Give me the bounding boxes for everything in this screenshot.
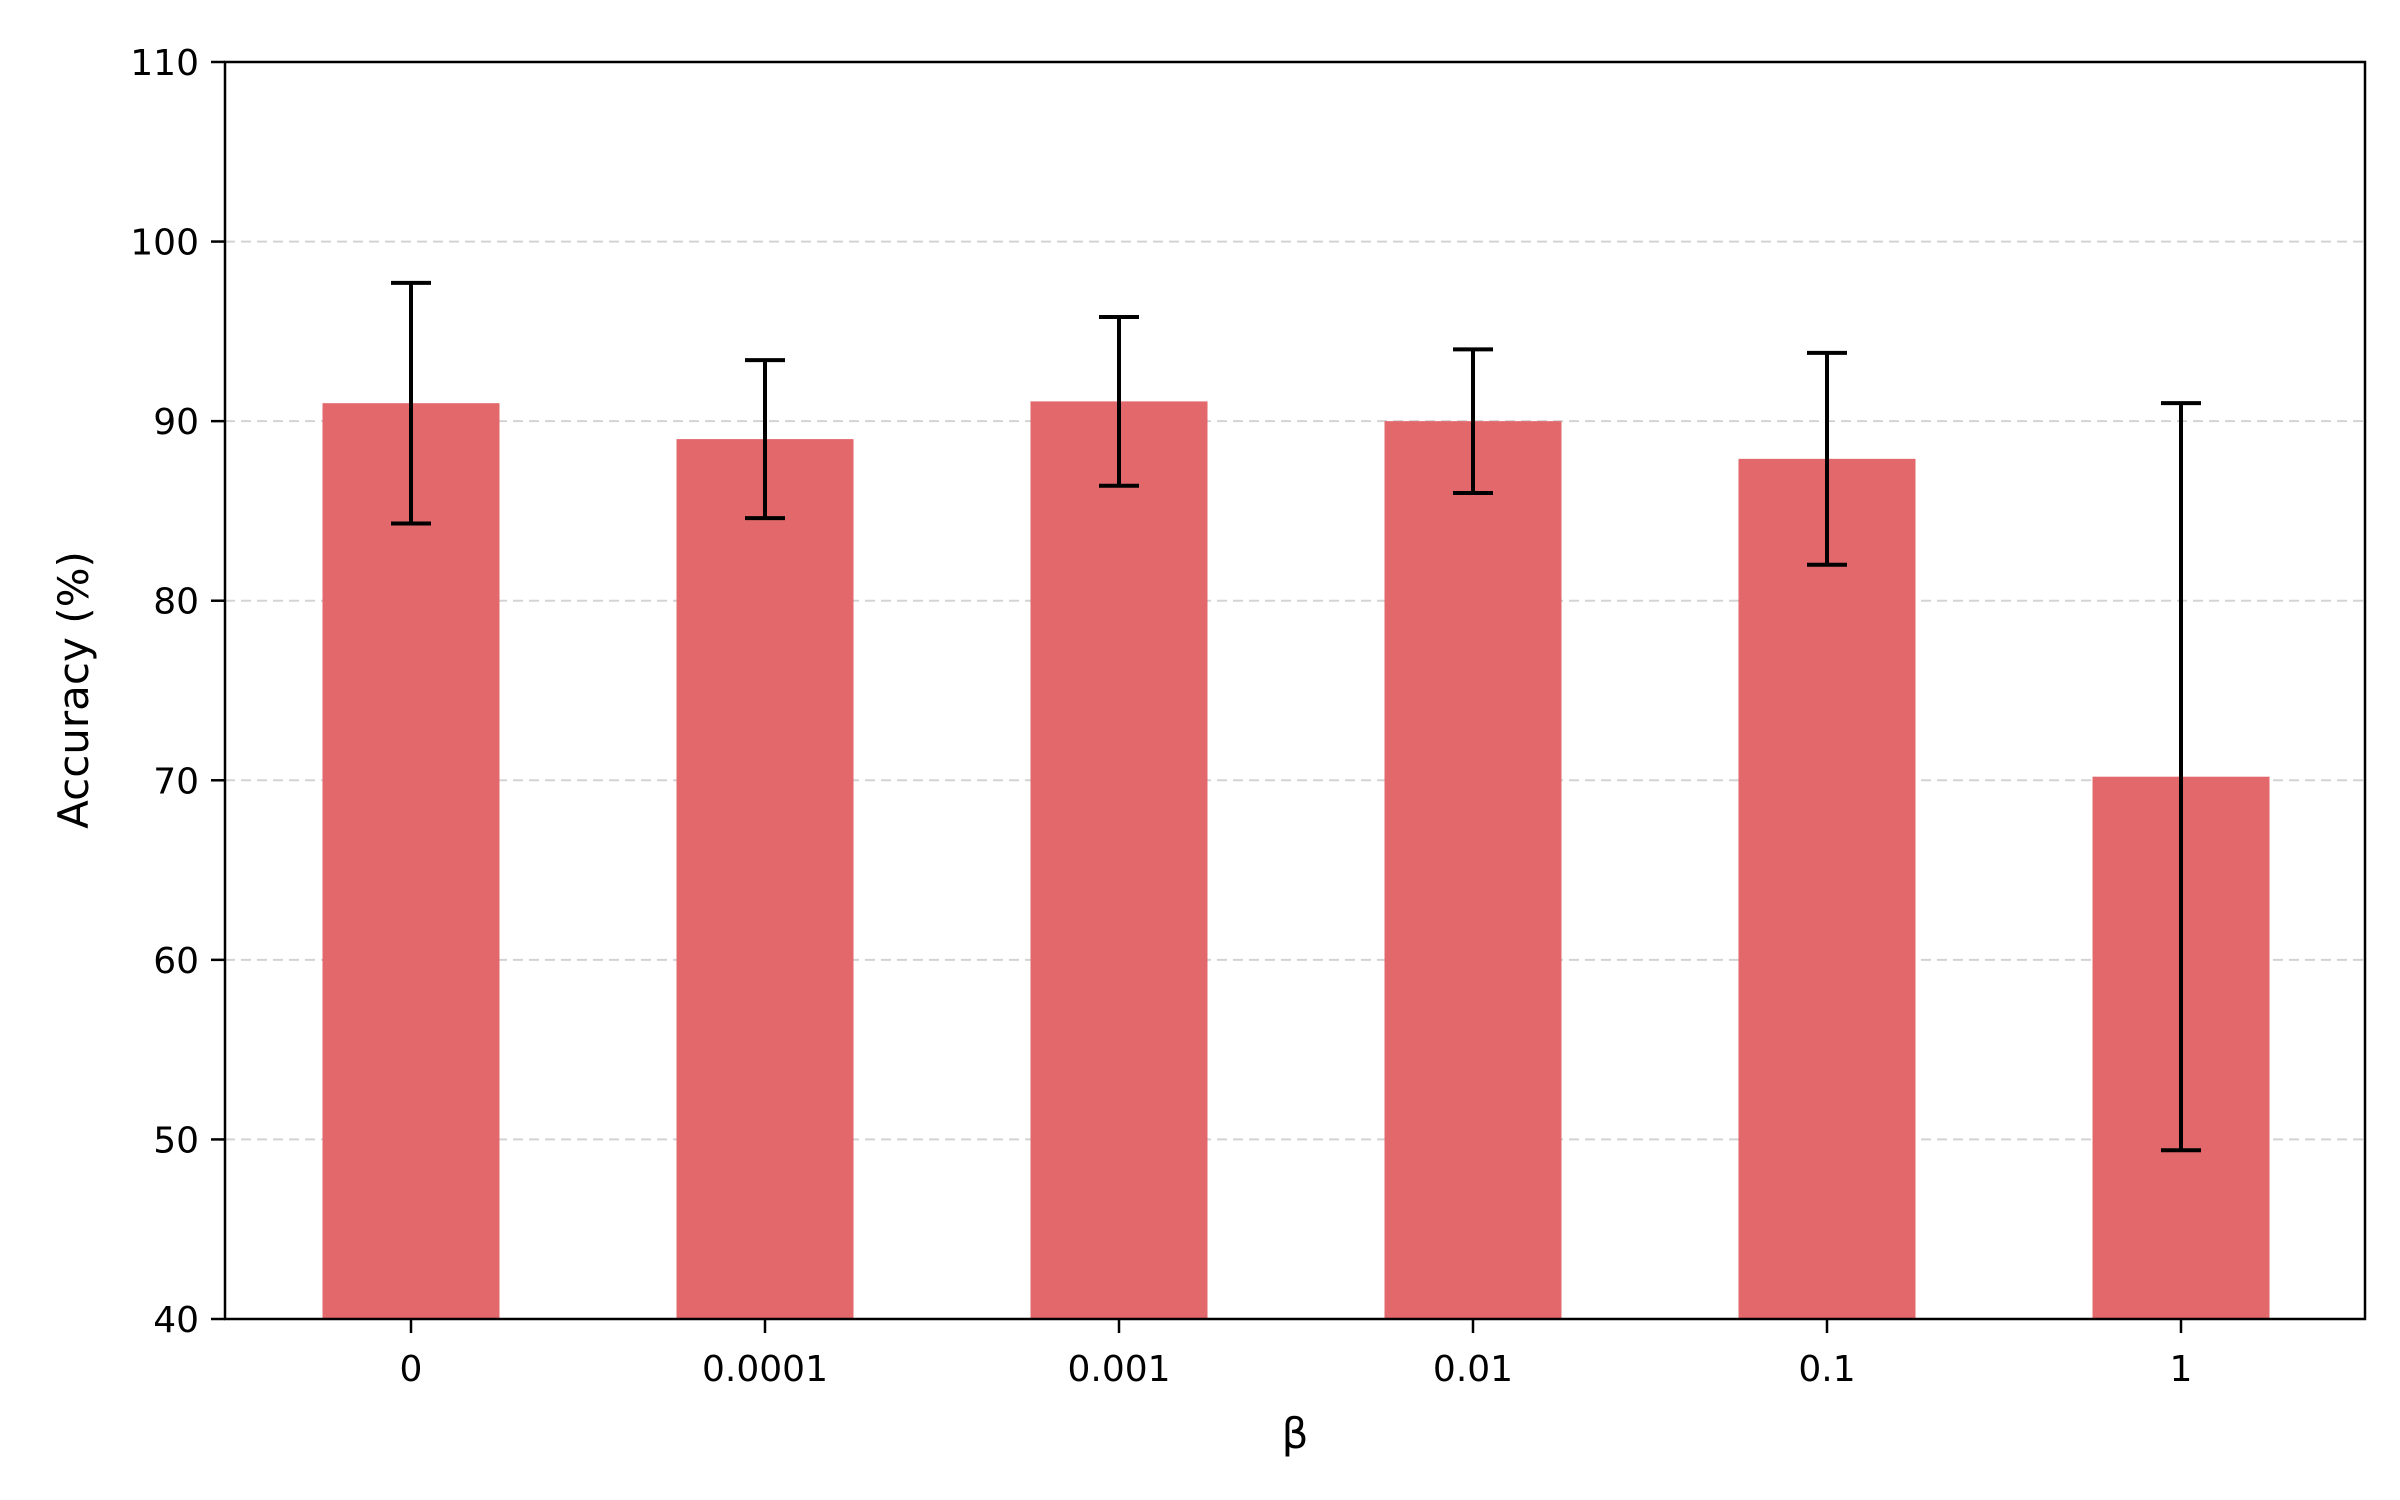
error-bars (391, 280, 2201, 1153)
y-tick-label: 60 (153, 941, 199, 982)
x-tick-label: 0.1 (1798, 1349, 1855, 1390)
bar-0.0001 (676, 439, 854, 1320)
y-axis-title: Accuracy (%) (49, 551, 98, 829)
y-axis-ticks: 40 50 60 70 80 90 100 110 (130, 43, 225, 1341)
bar-0.001 (1030, 401, 1208, 1319)
y-tick-label: 90 (153, 402, 199, 443)
y-tick-label: 40 (153, 1300, 199, 1341)
y-tick-label: 110 (130, 43, 199, 84)
y-tick-label: 80 (153, 582, 199, 623)
x-axis-ticks: 0 0.0001 0.001 0.01 0.1 1 (400, 1319, 2193, 1390)
x-tick-label: 0.01 (1433, 1349, 1513, 1390)
bar-0.1 (1738, 458, 1916, 1319)
bar-0 (322, 403, 500, 1320)
x-tick-label: 1 (2170, 1349, 2193, 1390)
x-axis-title: β (1282, 1409, 1309, 1458)
bars (322, 401, 2270, 1320)
plot-frame (223, 60, 2367, 1321)
y-tick-label: 70 (153, 761, 199, 802)
y-tick-label: 50 (153, 1120, 199, 1161)
bar-0.01 (1384, 421, 1562, 1320)
x-tick-label: 0.001 (1067, 1349, 1170, 1390)
x-tick-label: 0 (400, 1349, 423, 1390)
y-tick-label: 100 (130, 223, 199, 264)
grid-lines (225, 240, 2365, 1141)
x-tick-label: 0.0001 (702, 1349, 828, 1390)
